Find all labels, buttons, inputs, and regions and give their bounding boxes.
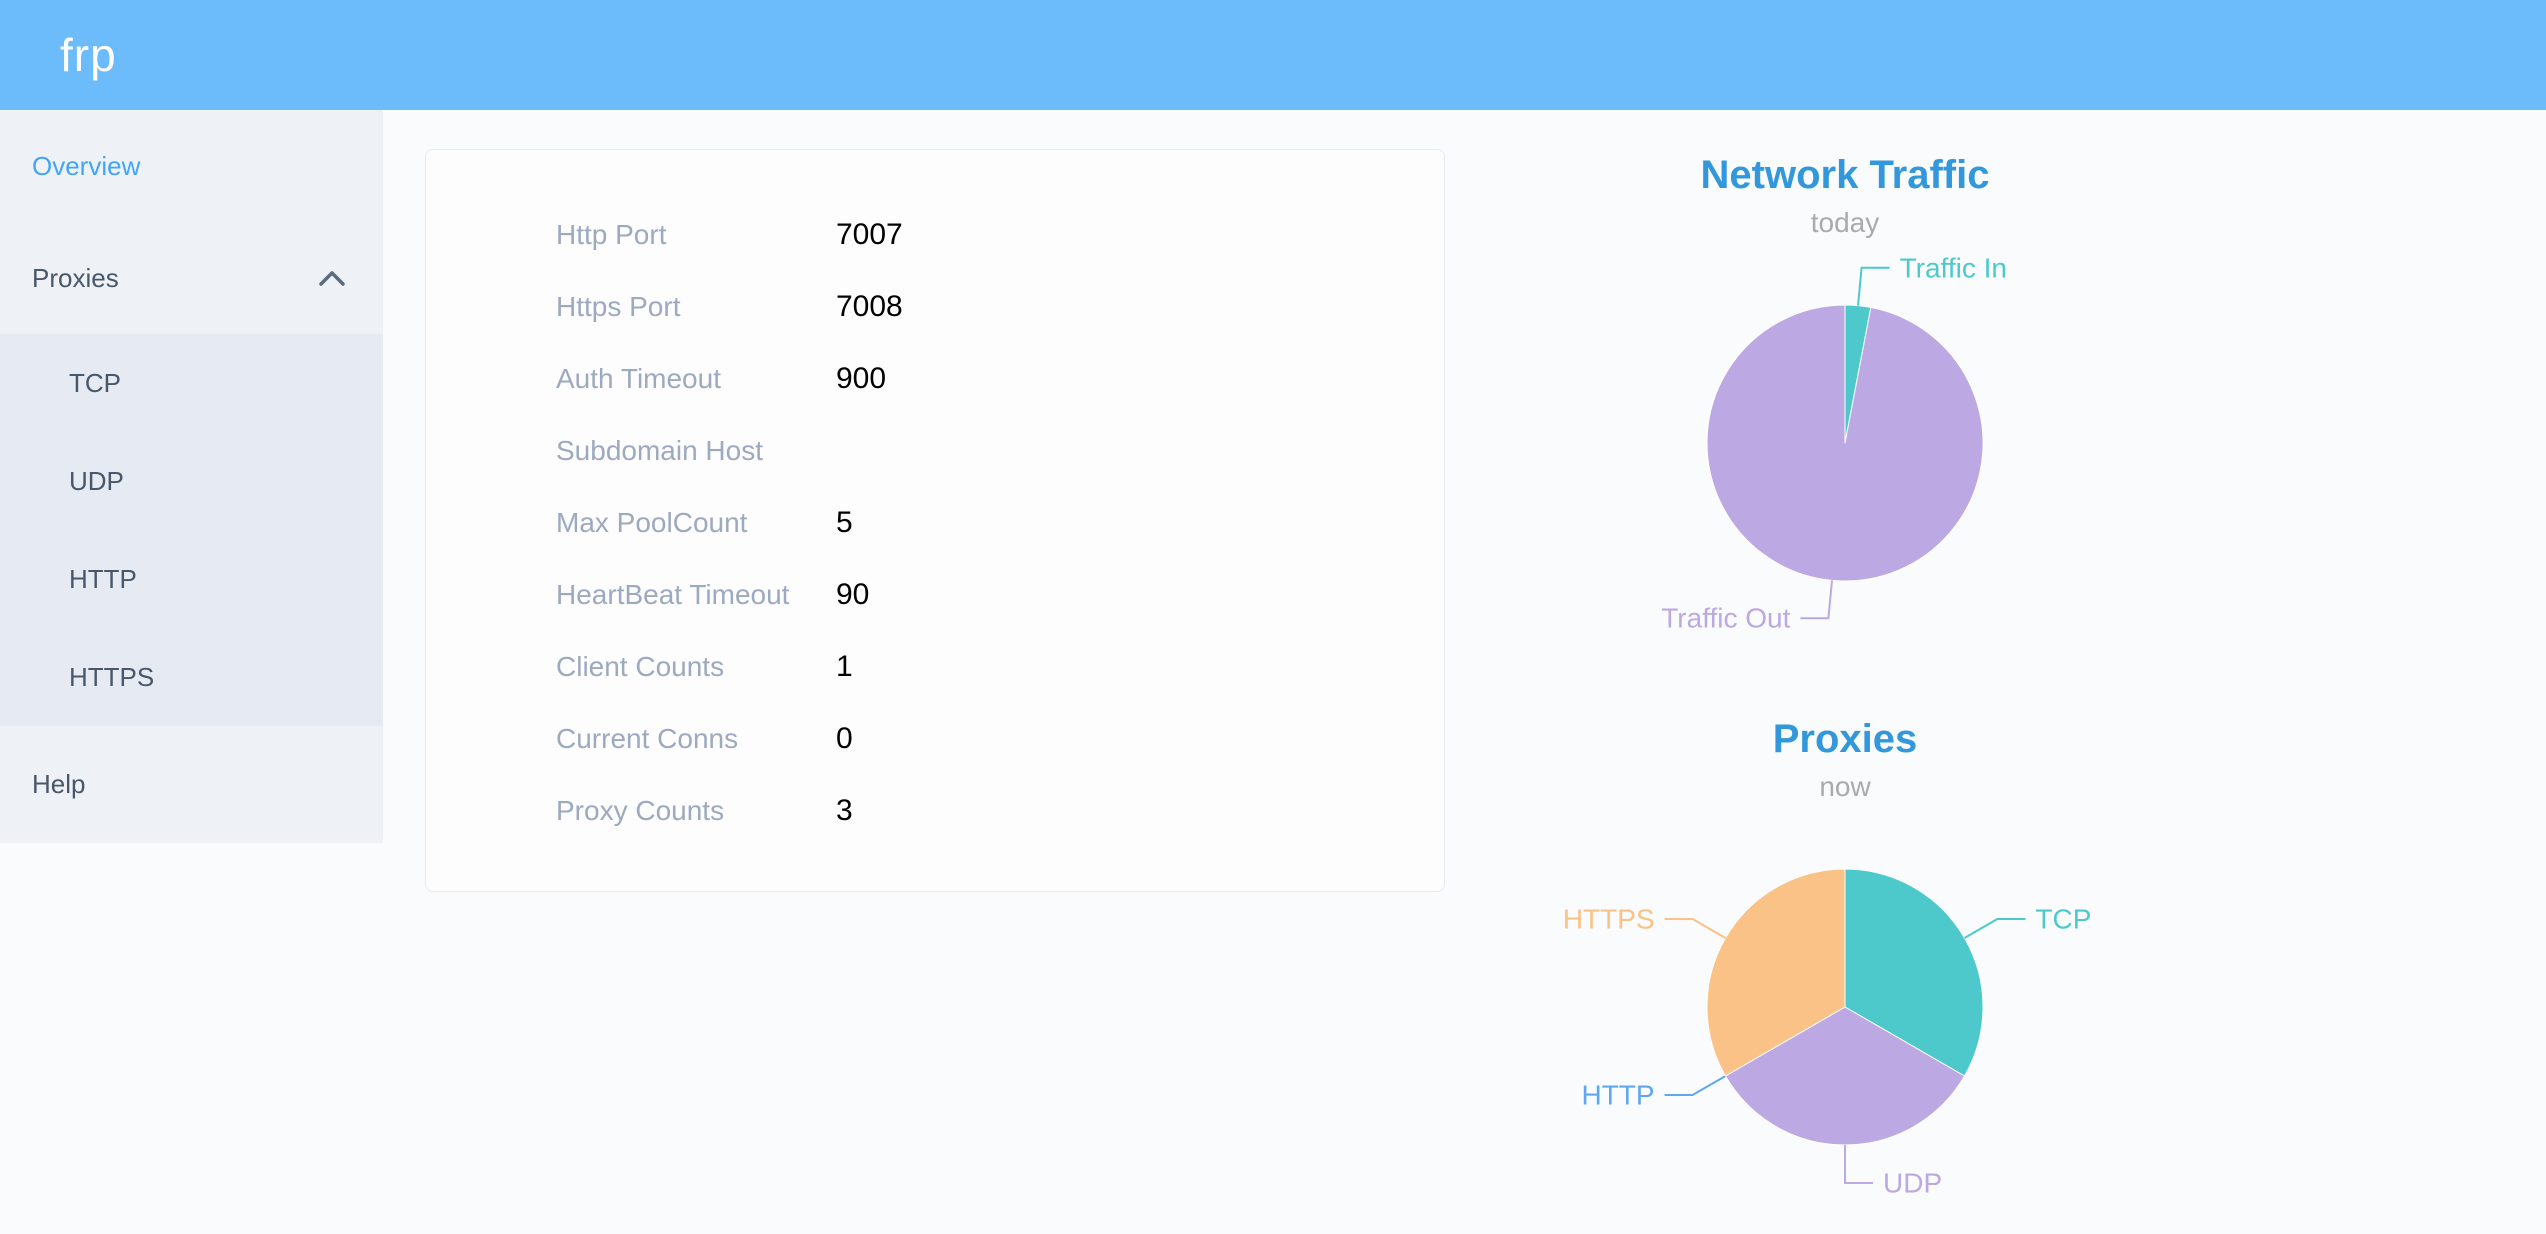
- config-label: Subdomain Host: [556, 435, 764, 466]
- config-row-client-counts: Client Counts 1: [426, 631, 1444, 703]
- pie-label-line-udp: [1844, 1145, 1873, 1184]
- pie-label-tcp: TCP: [2035, 904, 2091, 935]
- config-row-max-poolcount: Max PoolCount 5: [426, 487, 1444, 559]
- config-label: Http Port: [556, 219, 667, 250]
- server-config-card: Http Port 7007 Https Port 7008 Auth Time…: [425, 149, 1445, 892]
- network-traffic-chart-title: Network Traffic: [1700, 153, 1990, 197]
- sidebar-item-overview[interactable]: Overview: [0, 110, 383, 222]
- sidebar-item-https[interactable]: HTTPS: [0, 628, 383, 726]
- config-row-subdomain-host: Subdomain Host: [426, 415, 1444, 487]
- sidebar-item-https-label: HTTPS: [69, 661, 155, 692]
- config-label: HeartBeat Timeout: [556, 579, 790, 610]
- pie-label-https: HTTPS: [1563, 904, 1655, 935]
- sidebar-item-proxies[interactable]: Proxies: [0, 222, 383, 334]
- sidebar-item-udp-label: UDP: [69, 465, 124, 496]
- config-row-heartbeat-timeout: HeartBeat Timeout 90: [426, 559, 1444, 631]
- config-value: 0: [836, 722, 853, 755]
- sidebar-submenu-proxies: TCP UDP HTTP HTTPS: [0, 334, 383, 726]
- page-layout: Overview Proxies TCP UDP HTTP: [0, 110, 2546, 1234]
- pie-label-traffic-in: Traffic In: [1900, 252, 2007, 283]
- network-traffic-pie-chart: Traffic In Traffic Out: [1661, 252, 2007, 634]
- proxies-chart-subtitle: now: [1819, 771, 1871, 802]
- sidebar-item-http-label: HTTP: [69, 563, 137, 594]
- pie-label-line-traffic-out: [1800, 580, 1833, 620]
- config-label: Proxy Counts: [556, 795, 725, 826]
- pie-label-line-http: [1664, 1075, 1727, 1096]
- app-header: frp: [0, 0, 2546, 110]
- config-value: 3: [836, 794, 853, 827]
- config-label: Auth Timeout: [556, 363, 721, 394]
- charts-column: Network Traffic today Traffic In Traffic …: [1445, 110, 2245, 1205]
- pie-slice-udp: [1724, 1006, 1966, 1146]
- sidebar-item-tcp-label: TCP: [69, 367, 121, 398]
- network-traffic-chart: Network Traffic today Traffic In Traffic …: [1445, 110, 2245, 641]
- proxies-chart-title: Proxies: [1772, 717, 1918, 761]
- chevron-up-icon: [319, 270, 345, 286]
- config-label: Current Conns: [556, 723, 739, 754]
- config-row-http-port: Http Port 7007: [426, 199, 1444, 271]
- config-row-proxy-counts: Proxy Counts 3: [426, 775, 1444, 847]
- config-value: 7007: [836, 218, 903, 251]
- pie-slice-traffic-out: [1706, 304, 1984, 582]
- config-value: 1: [836, 650, 853, 683]
- config-label: Https Port: [556, 291, 681, 322]
- pie-label-line-traffic-in: [1857, 266, 1890, 306]
- pie-label-line-https: [1664, 918, 1727, 939]
- sidebar-item-udp[interactable]: UDP: [0, 432, 383, 530]
- network-traffic-chart-subtitle: today: [1810, 207, 1880, 238]
- pie-label-line-tcp: [1963, 918, 2026, 939]
- proxies-pie-chart: TCP UDP HTTP HTTPS: [1563, 868, 2091, 1199]
- config-value: 7008: [836, 290, 903, 323]
- pie-label-http: HTTP: [1581, 1080, 1654, 1111]
- sidebar-item-overview-label: Overview: [32, 150, 141, 181]
- sidebar-menu: Overview Proxies TCP UDP HTTP: [0, 110, 383, 843]
- main-content: Http Port 7007 Https Port 7008 Auth Time…: [383, 110, 2546, 1234]
- sidebar-item-help[interactable]: Help: [0, 726, 383, 843]
- proxies-chart: Proxies now TCP UDP HTTP HTTPS: [1445, 715, 2245, 1205]
- sidebar-item-help-label: Help: [32, 769, 86, 799]
- sidebar-item-proxies-label: Proxies: [32, 262, 119, 293]
- config-row-https-port: Https Port 7008: [426, 271, 1444, 343]
- pie-label-udp: UDP: [1883, 1168, 1942, 1199]
- config-label: Max PoolCount: [556, 507, 748, 538]
- config-value: 900: [836, 362, 887, 395]
- config-value: 5: [836, 506, 853, 539]
- config-label: Client Counts: [556, 651, 725, 682]
- sidebar-item-tcp[interactable]: TCP: [0, 334, 383, 432]
- config-row-current-conns: Current Conns 0: [426, 703, 1444, 775]
- sidebar-item-http[interactable]: HTTP: [0, 530, 383, 628]
- config-value: 90: [836, 578, 870, 611]
- pie-label-traffic-out: Traffic Out: [1661, 603, 1790, 634]
- app-logo: frp: [60, 29, 117, 81]
- sidebar: Overview Proxies TCP UDP HTTP: [0, 110, 383, 1234]
- config-row-auth-timeout: Auth Timeout 900: [426, 343, 1444, 415]
